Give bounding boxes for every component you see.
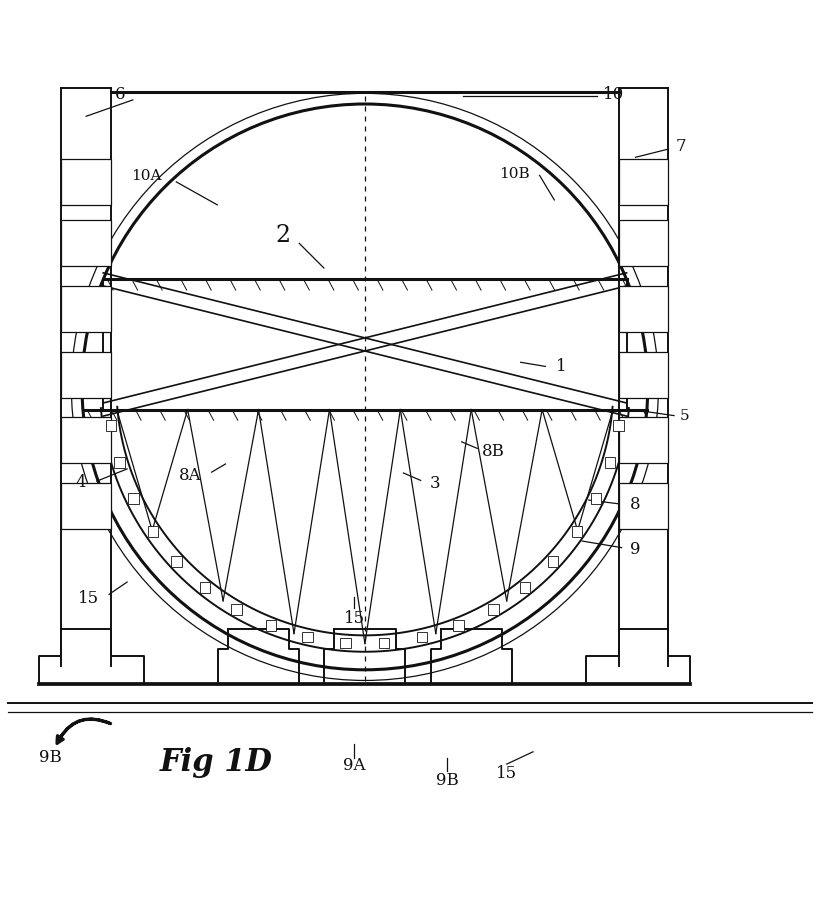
Text: 3: 3 <box>429 475 439 492</box>
Bar <box>61 286 111 332</box>
Bar <box>340 637 351 648</box>
Bar <box>618 483 667 529</box>
Text: 9: 9 <box>630 541 640 557</box>
Text: 15: 15 <box>343 610 364 626</box>
Text: 4: 4 <box>75 474 85 491</box>
Bar <box>618 417 667 463</box>
Bar <box>61 352 111 397</box>
Text: 6: 6 <box>115 86 125 102</box>
Text: 9A: 9A <box>342 757 365 775</box>
Bar <box>453 621 464 631</box>
Text: 7: 7 <box>675 138 685 155</box>
Bar <box>199 582 210 593</box>
Bar <box>590 493 600 504</box>
Bar <box>129 493 139 504</box>
Bar <box>114 457 124 468</box>
Text: 5: 5 <box>679 408 689 423</box>
Text: 2: 2 <box>275 224 290 247</box>
Text: 10: 10 <box>602 86 623 102</box>
Bar <box>604 457 615 468</box>
Bar <box>618 159 667 205</box>
Text: 9B: 9B <box>435 772 458 789</box>
Text: 8: 8 <box>630 496 640 512</box>
Bar <box>618 352 667 397</box>
Text: 1: 1 <box>556 357 566 375</box>
Text: Fig 1D: Fig 1D <box>160 747 273 778</box>
Text: 8A: 8A <box>179 467 201 484</box>
Bar <box>302 632 313 643</box>
Bar <box>487 604 498 614</box>
Text: 15: 15 <box>78 590 99 607</box>
Bar <box>519 582 530 593</box>
Bar <box>571 526 581 537</box>
Bar <box>61 483 111 529</box>
FancyArrowPatch shape <box>57 719 111 744</box>
Bar <box>618 286 667 332</box>
Bar <box>147 526 158 537</box>
Bar <box>61 159 111 205</box>
Bar <box>416 632 427 643</box>
Bar <box>265 621 276 631</box>
Bar <box>61 221 111 266</box>
Bar <box>106 420 116 431</box>
Bar <box>618 221 667 266</box>
Text: 8B: 8B <box>482 443 505 460</box>
Bar <box>171 557 182 567</box>
Bar <box>231 604 242 614</box>
Text: 15: 15 <box>495 766 517 783</box>
Bar <box>547 557 558 567</box>
Text: 10B: 10B <box>498 167 529 181</box>
Bar <box>61 417 111 463</box>
Text: 9B: 9B <box>39 749 62 766</box>
Text: 10A: 10A <box>130 169 161 183</box>
Bar <box>378 637 389 648</box>
Bar <box>613 420 623 431</box>
